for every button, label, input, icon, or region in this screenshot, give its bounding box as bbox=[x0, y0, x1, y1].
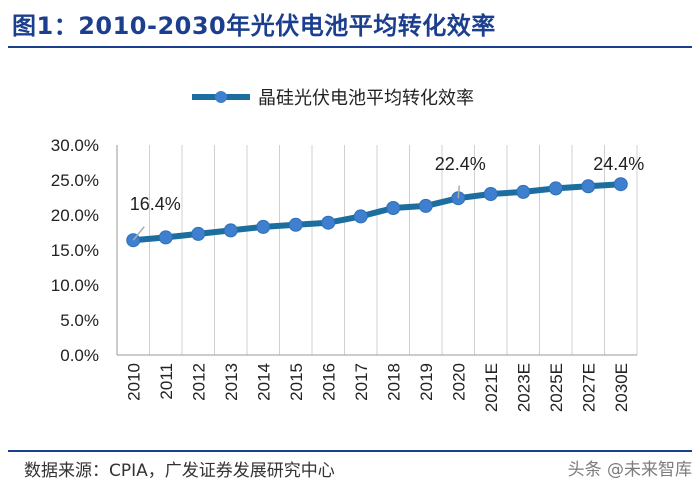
data-label: 24.4% bbox=[593, 154, 644, 174]
data-point bbox=[191, 226, 206, 241]
x-tick-label: 2010 bbox=[124, 363, 143, 401]
source-note: 数据来源：CPIA，广发证券发展研究中心 bbox=[24, 461, 335, 481]
data-point bbox=[321, 215, 336, 230]
data-point bbox=[418, 198, 433, 213]
x-tick-label: 2017 bbox=[352, 363, 371, 401]
data-point bbox=[158, 230, 173, 245]
x-tick-label: 2030E bbox=[612, 363, 631, 412]
data-point bbox=[548, 181, 563, 196]
legend: 晶硅光伏电池平均转化效率 bbox=[192, 88, 474, 108]
x-tick-label: 2016 bbox=[319, 363, 338, 401]
y-tick-label: 10.0% bbox=[51, 276, 99, 295]
annotation-leader bbox=[457, 185, 460, 199]
legend-marker bbox=[215, 91, 227, 103]
y-tick-label: 20.0% bbox=[51, 206, 99, 225]
legend-label: 晶硅光伏电池平均转化效率 bbox=[258, 88, 474, 108]
x-tick-label: 2012 bbox=[189, 363, 208, 401]
x-tick-label: 2014 bbox=[254, 363, 273, 401]
x-tick-label: 2015 bbox=[287, 363, 306, 401]
x-tick-label: 2011 bbox=[157, 363, 176, 400]
y-tick-label: 30.0% bbox=[51, 136, 99, 155]
watermark: 头条 @未来智库 bbox=[567, 460, 692, 480]
x-tick-label: 2013 bbox=[222, 363, 241, 401]
chart-title: 图1：2010-2030年光伏电池平均转化效率 bbox=[12, 12, 496, 40]
x-tick-label: 2018 bbox=[384, 363, 403, 401]
x-tick-label: 2020 bbox=[449, 363, 468, 401]
annotations: 16.4% 22.4% 24.4% bbox=[130, 154, 644, 241]
data-point bbox=[353, 209, 368, 224]
x-tick-label: 2027E bbox=[579, 363, 598, 412]
data-point bbox=[483, 187, 498, 201]
y-tick-label: 25.0% bbox=[51, 171, 99, 190]
footer-divider bbox=[8, 450, 692, 452]
x-tick-label: 2025E bbox=[547, 363, 566, 412]
grid bbox=[116, 145, 638, 355]
x-tick-label: 2023E bbox=[514, 363, 533, 412]
data-point bbox=[386, 201, 401, 215]
data-point bbox=[256, 219, 271, 234]
data-point bbox=[581, 179, 596, 194]
y-tick-label: 15.0% bbox=[51, 241, 99, 260]
line-chart: 晶硅光伏电池平均转化效率 0.0% 5.0% 10.0% 15.0% 20.0% 25.0… bbox=[51, 88, 644, 412]
data-point bbox=[516, 184, 531, 199]
data-point bbox=[613, 177, 628, 192]
title-divider bbox=[8, 46, 692, 48]
x-axis-ticks: 2010 2011 2012 2013 2014 2015 2016 2017 2018 2019… bbox=[124, 363, 631, 412]
data-point bbox=[223, 223, 238, 238]
x-tick-label: 2019 bbox=[417, 363, 436, 401]
data-label: 16.4% bbox=[130, 194, 181, 214]
axes bbox=[116, 145, 637, 356]
annotation-leader bbox=[132, 226, 145, 241]
data-point bbox=[288, 217, 303, 232]
y-tick-label: 5.0% bbox=[60, 311, 99, 330]
data-label: 22.4% bbox=[435, 154, 486, 174]
y-tick-label: 0.0% bbox=[60, 346, 99, 365]
x-tick-label: 2021E bbox=[482, 363, 501, 412]
y-axis-ticks: 0.0% 5.0% 10.0% 15.0% 20.0% 25.0% 30.0% bbox=[51, 136, 99, 365]
series-line bbox=[130, 181, 624, 244]
